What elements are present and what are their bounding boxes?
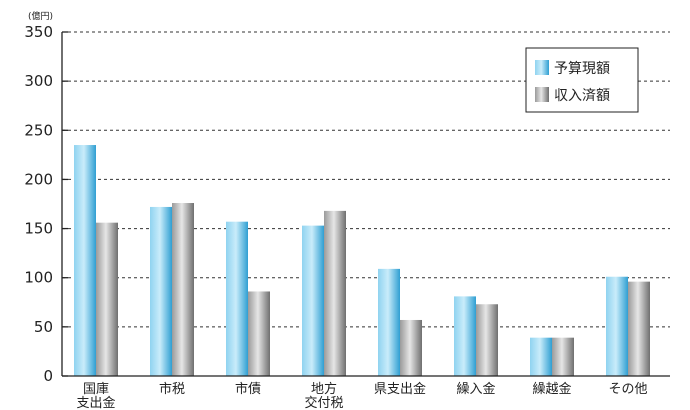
x-tick-label: 交付税: [304, 395, 343, 410]
bar-budget: [378, 268, 400, 376]
bar-actual: [628, 281, 650, 376]
y-tick-label: 200: [24, 170, 53, 188]
bar-budget: [74, 145, 96, 376]
legend-label-actual: 収入済額: [554, 88, 610, 104]
x-tick-label: 国庫: [83, 382, 109, 397]
legend-label-budget: 予算現額: [554, 61, 610, 77]
y-tick-label: 250: [24, 121, 53, 139]
bar-budget: [226, 221, 248, 376]
bar-actual: [248, 291, 270, 376]
bar-budget: [150, 206, 172, 376]
x-tick-label: 市税: [159, 381, 185, 397]
bar-budget: [530, 337, 552, 376]
y-tick-label: 350: [24, 23, 53, 41]
x-tick-label: 市債: [235, 381, 261, 397]
y-tick-label: 0: [43, 367, 53, 385]
y-tick-label: 300: [24, 72, 53, 90]
x-tick-label: その他: [608, 382, 647, 397]
legend-swatch-actual: [535, 87, 549, 102]
bar-actual: [400, 319, 422, 376]
legend: 予算現額 収入済額: [525, 47, 639, 113]
bars: [74, 145, 650, 376]
bar-budget: [302, 225, 324, 376]
x-tick-label: 繰入金: [456, 381, 495, 397]
bar-actual: [96, 222, 118, 376]
bar-actual: [172, 203, 194, 376]
y-tick-label: 50: [34, 318, 53, 336]
bar-budget: [454, 296, 476, 376]
y-axis-unit: (億円): [28, 10, 53, 22]
bar-actual: [476, 304, 498, 376]
x-tick-label: 支出金: [76, 395, 115, 410]
x-tick-label: 県支出金: [374, 381, 426, 397]
y-tick-label: 150: [24, 220, 53, 238]
y-axis-ticks: 0 50 100 150 200 250 300 350: [24, 23, 68, 385]
bar-budget: [606, 276, 628, 376]
bar-actual: [324, 210, 346, 376]
x-tick-label: 地方: [311, 381, 337, 397]
y-tick-label: 100: [24, 269, 53, 287]
x-tick-label: 繰越金: [532, 381, 571, 397]
bar-actual: [552, 337, 574, 376]
legend-swatch-budget: [535, 60, 549, 75]
